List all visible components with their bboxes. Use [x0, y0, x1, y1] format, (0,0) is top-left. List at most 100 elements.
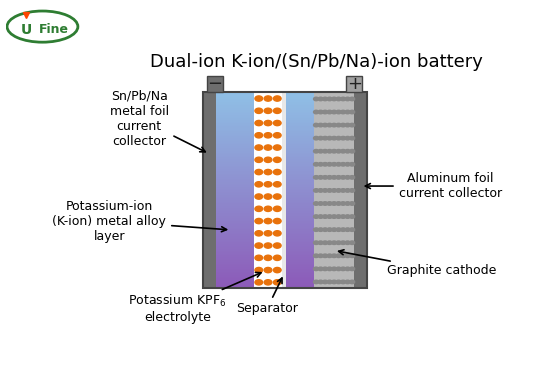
Circle shape [314, 189, 318, 192]
Bar [286, 107, 314, 109]
Bar [216, 130, 254, 131]
Circle shape [340, 110, 345, 114]
Circle shape [345, 280, 350, 284]
Circle shape [350, 124, 355, 127]
Circle shape [322, 215, 328, 218]
Bar [216, 115, 254, 117]
Circle shape [318, 228, 323, 231]
Circle shape [332, 189, 337, 192]
Bar [286, 152, 314, 155]
Circle shape [314, 97, 318, 101]
Circle shape [350, 149, 355, 153]
Bar [216, 244, 254, 246]
Bar [286, 246, 314, 248]
Bar [216, 117, 254, 119]
Bar [286, 242, 314, 244]
Bar [216, 177, 254, 179]
Bar [286, 123, 314, 125]
Bar [286, 215, 314, 217]
Circle shape [264, 255, 272, 260]
Bar [286, 206, 314, 208]
Bar [216, 187, 254, 189]
Circle shape [327, 189, 332, 192]
Bar [216, 148, 254, 150]
Bar [216, 241, 254, 243]
Bar [286, 112, 314, 114]
Bar [286, 205, 314, 207]
Bar [286, 197, 314, 199]
Bar [216, 249, 254, 251]
Circle shape [322, 124, 328, 127]
Bar [216, 102, 254, 104]
Bar [286, 174, 314, 176]
Circle shape [264, 194, 272, 199]
Bar [216, 218, 254, 220]
Bar [286, 144, 314, 146]
Bar [216, 97, 254, 99]
Bar [216, 203, 254, 205]
Bar [216, 166, 254, 168]
Bar [286, 146, 314, 148]
Bar [216, 100, 254, 102]
Circle shape [273, 231, 281, 236]
Circle shape [255, 182, 262, 187]
Bar [286, 184, 314, 185]
Bar [216, 254, 254, 256]
Circle shape [255, 194, 262, 199]
Circle shape [264, 133, 272, 138]
Circle shape [255, 96, 262, 101]
Bar [286, 283, 314, 285]
Bar [216, 285, 254, 287]
Circle shape [327, 124, 332, 127]
Bar [286, 118, 314, 120]
Bar [216, 176, 254, 177]
Bar [216, 267, 254, 269]
Bar [216, 205, 254, 207]
Circle shape [264, 145, 272, 150]
Circle shape [264, 268, 272, 273]
Bar [216, 105, 254, 107]
Bar [216, 104, 254, 106]
Circle shape [340, 267, 345, 271]
Circle shape [314, 202, 318, 205]
Circle shape [327, 149, 332, 153]
Bar [286, 272, 314, 274]
Text: Graphite cathode: Graphite cathode [339, 250, 497, 277]
Bar [286, 267, 314, 269]
Bar [216, 159, 254, 161]
Bar [286, 228, 314, 230]
Bar [216, 279, 254, 280]
Bar [216, 113, 254, 115]
Bar [216, 144, 254, 146]
Bar [216, 164, 254, 166]
Circle shape [318, 202, 323, 205]
Bar [216, 185, 254, 187]
Circle shape [255, 108, 262, 113]
Bar [286, 223, 314, 225]
Circle shape [345, 163, 350, 166]
Bar [286, 275, 314, 277]
Bar [314, 92, 354, 288]
Circle shape [273, 194, 281, 199]
Bar [216, 138, 254, 140]
Circle shape [264, 96, 272, 101]
Circle shape [318, 280, 323, 284]
Bar [286, 198, 314, 200]
Circle shape [345, 97, 350, 101]
Circle shape [336, 254, 341, 258]
Bar [216, 131, 254, 133]
Bar [286, 115, 314, 117]
Bar [216, 257, 254, 259]
Bar [286, 110, 314, 112]
Circle shape [336, 124, 341, 127]
Bar [216, 122, 254, 124]
Bar [286, 265, 314, 267]
Bar [286, 250, 314, 253]
Bar [207, 76, 223, 92]
Circle shape [340, 202, 345, 205]
Circle shape [273, 280, 281, 285]
Circle shape [255, 120, 262, 126]
Circle shape [273, 255, 281, 260]
Circle shape [350, 254, 355, 258]
Bar [216, 211, 254, 213]
